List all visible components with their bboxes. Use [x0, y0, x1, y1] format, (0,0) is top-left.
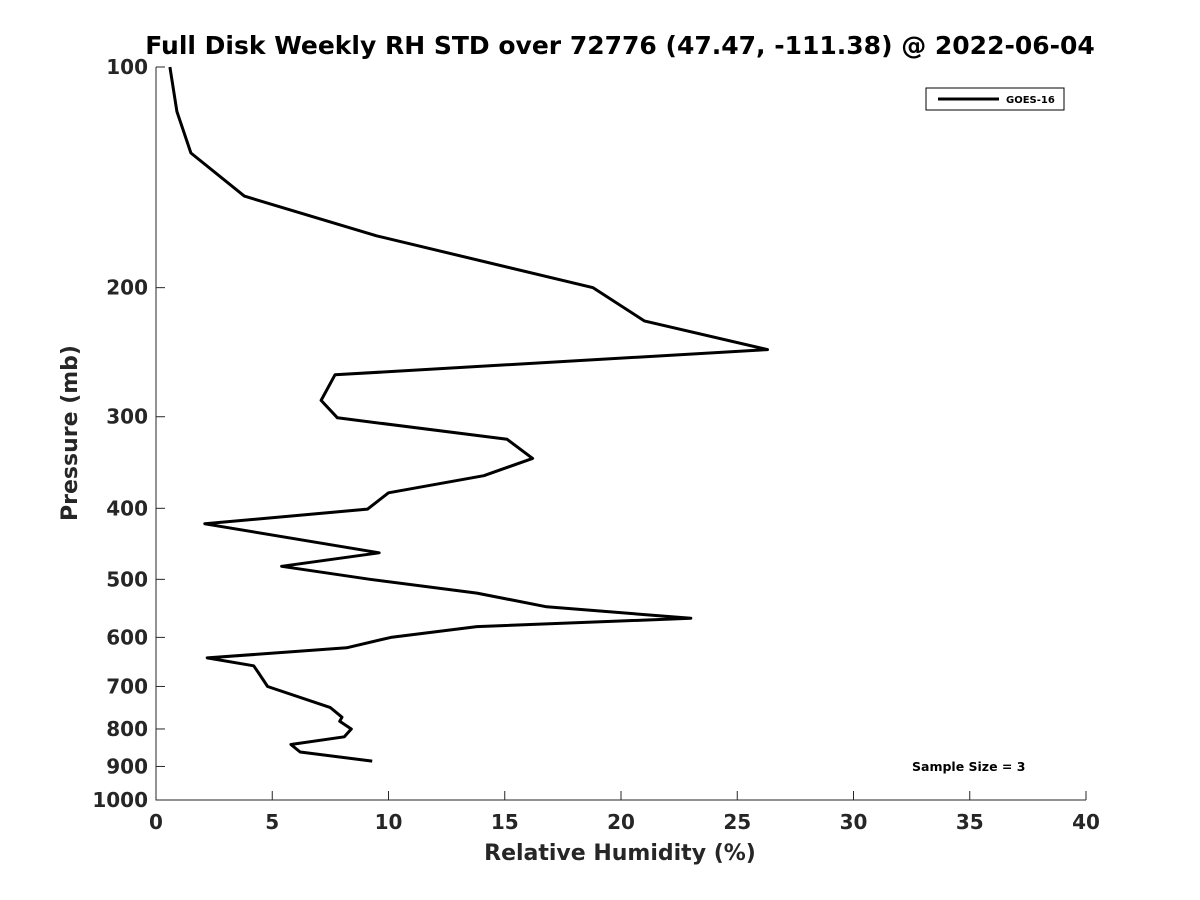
- x-tick-label: 0: [149, 810, 163, 834]
- y-tick-label: 600: [106, 625, 148, 649]
- x-tick-label: 10: [375, 810, 403, 834]
- x-tick-label: 15: [491, 810, 519, 834]
- x-tick-label: 30: [840, 810, 868, 834]
- x-tick-label: 25: [723, 810, 751, 834]
- x-axis-label: Relative Humidity (%): [484, 841, 756, 866]
- y-tick-label: 200: [106, 276, 148, 300]
- chart-title: Full Disk Weekly RH STD over 72776 (47.4…: [145, 31, 1095, 60]
- legend-label-goes-16: GOES-16: [1006, 95, 1055, 106]
- series-line-goes-16: [168, 66, 769, 763]
- x-tick-label: 5: [265, 810, 279, 834]
- y-tick-label: 800: [106, 717, 148, 741]
- x-axis-ticks: 0 5 10 15 20 25 30 35 40: [149, 791, 1100, 834]
- y-axis-label: Pressure (mb): [58, 345, 83, 521]
- legend: GOES-16: [925, 87, 1065, 111]
- x-tick-label: 40: [1072, 810, 1100, 834]
- y-tick-label: 900: [106, 754, 148, 778]
- y-tick-label: 100: [106, 55, 148, 79]
- axes-frame: [155, 67, 1086, 801]
- y-tick-label: 500: [106, 567, 148, 591]
- y-tick-label: 1000: [92, 788, 148, 812]
- series-layer: [168, 66, 769, 763]
- y-tick-label: 300: [106, 405, 148, 429]
- y-tick-label: 400: [106, 496, 148, 520]
- x-tick-label: 20: [607, 810, 635, 834]
- x-tick-label: 35: [956, 810, 984, 834]
- y-axis-ticks: 100 200 300 400 500 600 700 800 900 1000: [92, 55, 165, 812]
- sample-size-annotation: Sample Size = 3: [912, 759, 1025, 774]
- plot-area: 0 5 10 15 20 25 30 35 40 100 200 300 400 500 600 700 80…: [92, 55, 1100, 834]
- y-tick-label: 700: [106, 674, 148, 698]
